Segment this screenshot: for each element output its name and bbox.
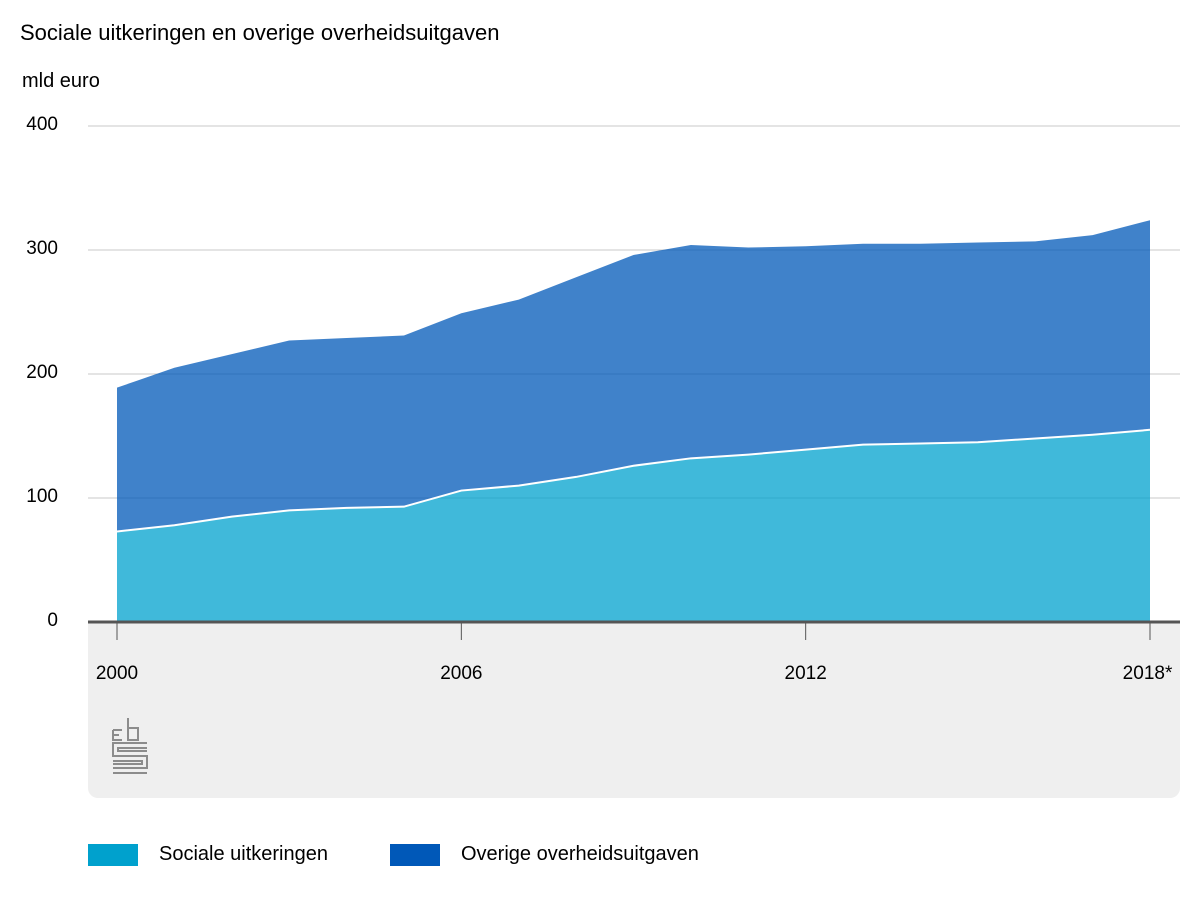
area-series-1	[117, 220, 1150, 532]
legend-item-sociale-uitkeringen: Sociale uitkeringen	[88, 843, 328, 866]
series-areas	[117, 220, 1150, 622]
cbs-logo-icon	[112, 718, 148, 774]
x-tick-label: 2012	[784, 663, 827, 684]
y-tick-label: 300	[26, 238, 58, 259]
area-series-0	[117, 429, 1150, 622]
x-tick-label: 2006	[440, 663, 483, 684]
x-axis	[88, 620, 1180, 640]
legend-label: Sociale uitkeringen	[159, 843, 328, 865]
series-lines	[116, 428, 1151, 533]
series-0-top-line	[116, 428, 1151, 533]
y-axis-unit-label: mld euro	[22, 70, 100, 92]
chart-title: Sociale uitkeringen en overige overheids…	[20, 20, 500, 45]
y-tick-label: 0	[47, 610, 58, 631]
x-tick-label: 2018*	[1122, 663, 1173, 684]
y-tick-label: 200	[26, 362, 58, 383]
legend-swatch	[390, 843, 440, 866]
y-tick-label: 400	[26, 114, 58, 135]
x-axis-panel	[88, 622, 1180, 798]
legend-label: Overige overheidsuitgaven	[461, 843, 699, 865]
y-tick-label: 100	[26, 486, 58, 507]
x-tick-label: 2000	[95, 663, 139, 684]
legend: Sociale uitkeringen Overige overheidsuit…	[88, 843, 761, 866]
legend-item-overige-overheidsuitgaven: Overige overheidsuitgaven	[390, 843, 699, 866]
legend-swatch	[88, 843, 138, 866]
